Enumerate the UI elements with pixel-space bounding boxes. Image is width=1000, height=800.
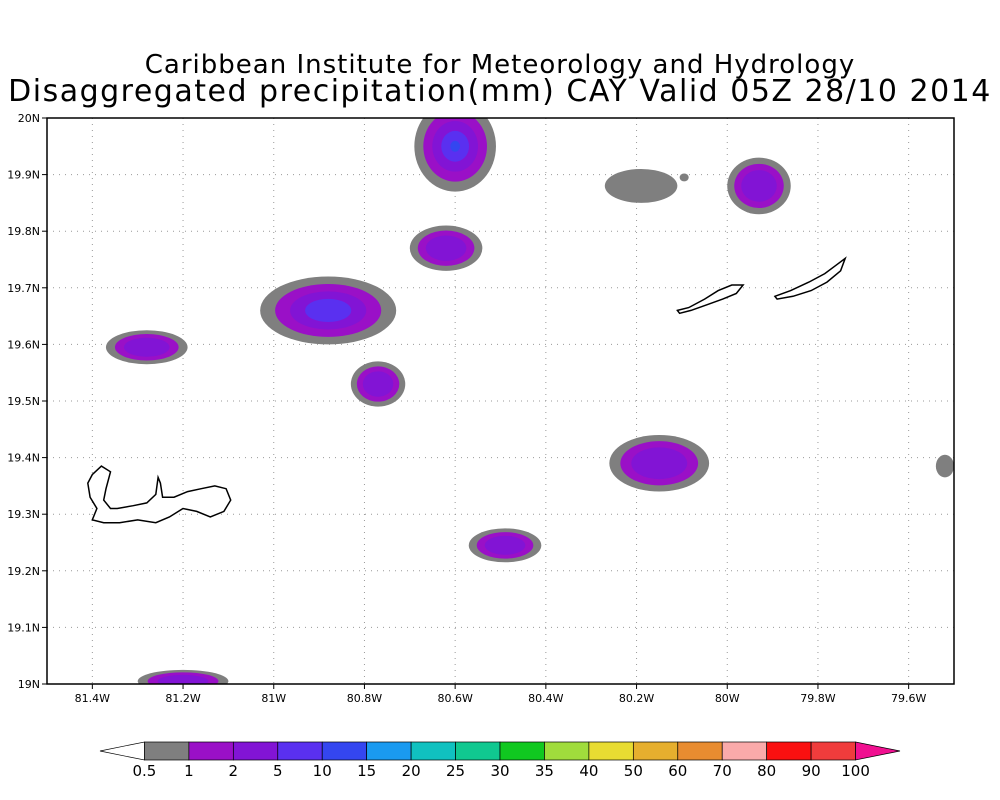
tick-label-lon: 80.2W	[619, 692, 654, 705]
colorbar-label: 0.5	[133, 762, 157, 780]
colorbar-swatch	[588, 741, 634, 761]
tick-label-lat: 19.7N	[7, 282, 40, 295]
colorbar-swatch	[232, 741, 279, 761]
precip-cell	[137, 669, 229, 684]
colorbar-label: 25	[446, 762, 465, 780]
colorbar-swatch	[455, 741, 501, 761]
precip-contour	[123, 337, 170, 357]
colorbar-swatch	[410, 741, 456, 761]
colorbar-label: 50	[624, 762, 643, 780]
tick-label-lon: 79.8W	[800, 692, 835, 705]
tick-label-lat: 19N	[18, 678, 40, 691]
title-institute: Caribbean Institute for Meteorology and …	[144, 50, 856, 80]
precip-cell	[727, 157, 791, 215]
precip-contour	[305, 298, 352, 322]
colorbar-swatch	[99, 741, 145, 761]
colorbar-swatch	[766, 741, 812, 761]
precip-cell	[409, 225, 483, 271]
precip-cell	[604, 168, 678, 203]
tick-label-lon: 79.6W	[891, 692, 926, 705]
axis-ticks: 81.4W 81.2W 81W 80.8W 80.6W 80.4W 80.2W 80W 79.8…	[7, 112, 926, 705]
precip-cell	[105, 330, 188, 365]
colorbar-label: 40	[579, 762, 598, 780]
tick-label-lat: 20N	[18, 112, 40, 125]
island-cayman-brac	[773, 256, 847, 300]
tick-label-lat: 19.8N	[7, 225, 40, 238]
tick-label-lat: 19.9N	[7, 169, 40, 182]
precip-cell	[609, 434, 710, 492]
precip-contour	[631, 447, 688, 480]
colorbar-swatch	[810, 741, 856, 761]
colorbar-swatch	[188, 741, 234, 761]
precip-contour	[679, 173, 689, 182]
precip-cell	[260, 276, 397, 345]
colorbar-swatch	[632, 741, 679, 761]
tick-label-lon: 80.4W	[528, 692, 563, 705]
precip-cell	[679, 173, 689, 182]
colorbar-label: 100	[841, 762, 870, 780]
colorbar-swatch	[277, 741, 323, 761]
colorbar-swatch	[855, 741, 901, 761]
precipitation-contours	[105, 118, 954, 684]
precip-cell	[935, 454, 954, 478]
precip-contour	[450, 140, 461, 152]
precip-cell	[468, 528, 542, 563]
precip-cell	[414, 118, 496, 192]
precip-contour	[935, 454, 954, 478]
coastlines	[87, 256, 847, 524]
island-grand-cayman	[87, 465, 232, 524]
colorbar-label: 35	[535, 762, 554, 780]
colorbar-swatch	[499, 741, 545, 761]
tick-label-lat: 19.2N	[7, 565, 40, 578]
precip-contour	[362, 371, 394, 397]
tick-label-lon: 80.8W	[347, 692, 382, 705]
colorbar-label: 20	[402, 762, 421, 780]
tick-label-lat: 19.6N	[7, 338, 40, 351]
colorbar-label: 5	[273, 762, 283, 780]
tick-label-lat: 19.1N	[7, 621, 40, 634]
grid-lines	[47, 117, 954, 685]
colorbar-swatch	[366, 741, 412, 761]
colorbar-swatch	[721, 741, 768, 761]
colorbar-label: 30	[490, 762, 509, 780]
colorbar-label: 1	[184, 762, 194, 780]
tick-label-lon: 81W	[261, 692, 286, 705]
colorbar-label: 2	[229, 762, 239, 780]
island-little-cayman	[676, 284, 745, 315]
tick-label-lat: 19.4N	[7, 452, 40, 465]
colorbar-swatch	[144, 741, 190, 761]
precip-contour	[425, 235, 467, 261]
title-product: Disaggregated precipitation(mm) CAY Vali…	[8, 74, 992, 109]
colorbar-label: 90	[802, 762, 821, 780]
tick-label-lat: 19.3N	[7, 508, 40, 521]
precip-contour	[604, 168, 678, 203]
colorbar-swatch	[321, 741, 368, 761]
precip-cell	[350, 361, 406, 407]
colorbar-label: 10	[313, 762, 332, 780]
colorbar-label: 60	[668, 762, 687, 780]
colorbar-label: 70	[713, 762, 732, 780]
precip-contour	[157, 674, 209, 684]
colorbar: 0.5 1 2 5 10 15 20 25 30 35 40 50 60 70 80 90 100	[99, 741, 901, 780]
precip-contour	[484, 535, 526, 555]
colorbar-swatch	[677, 741, 723, 761]
tick-label-lon: 81.4W	[75, 692, 110, 705]
tick-label-lon: 80.6W	[437, 692, 472, 705]
tick-label-lat: 19.5N	[7, 395, 40, 408]
precip-contour	[741, 170, 777, 202]
colorbar-swatch	[544, 741, 590, 761]
tick-label-lon: 81.2W	[165, 692, 200, 705]
colorbar-label: 15	[357, 762, 376, 780]
colorbar-label: 80	[757, 762, 776, 780]
tick-label-lon: 80W	[715, 692, 740, 705]
